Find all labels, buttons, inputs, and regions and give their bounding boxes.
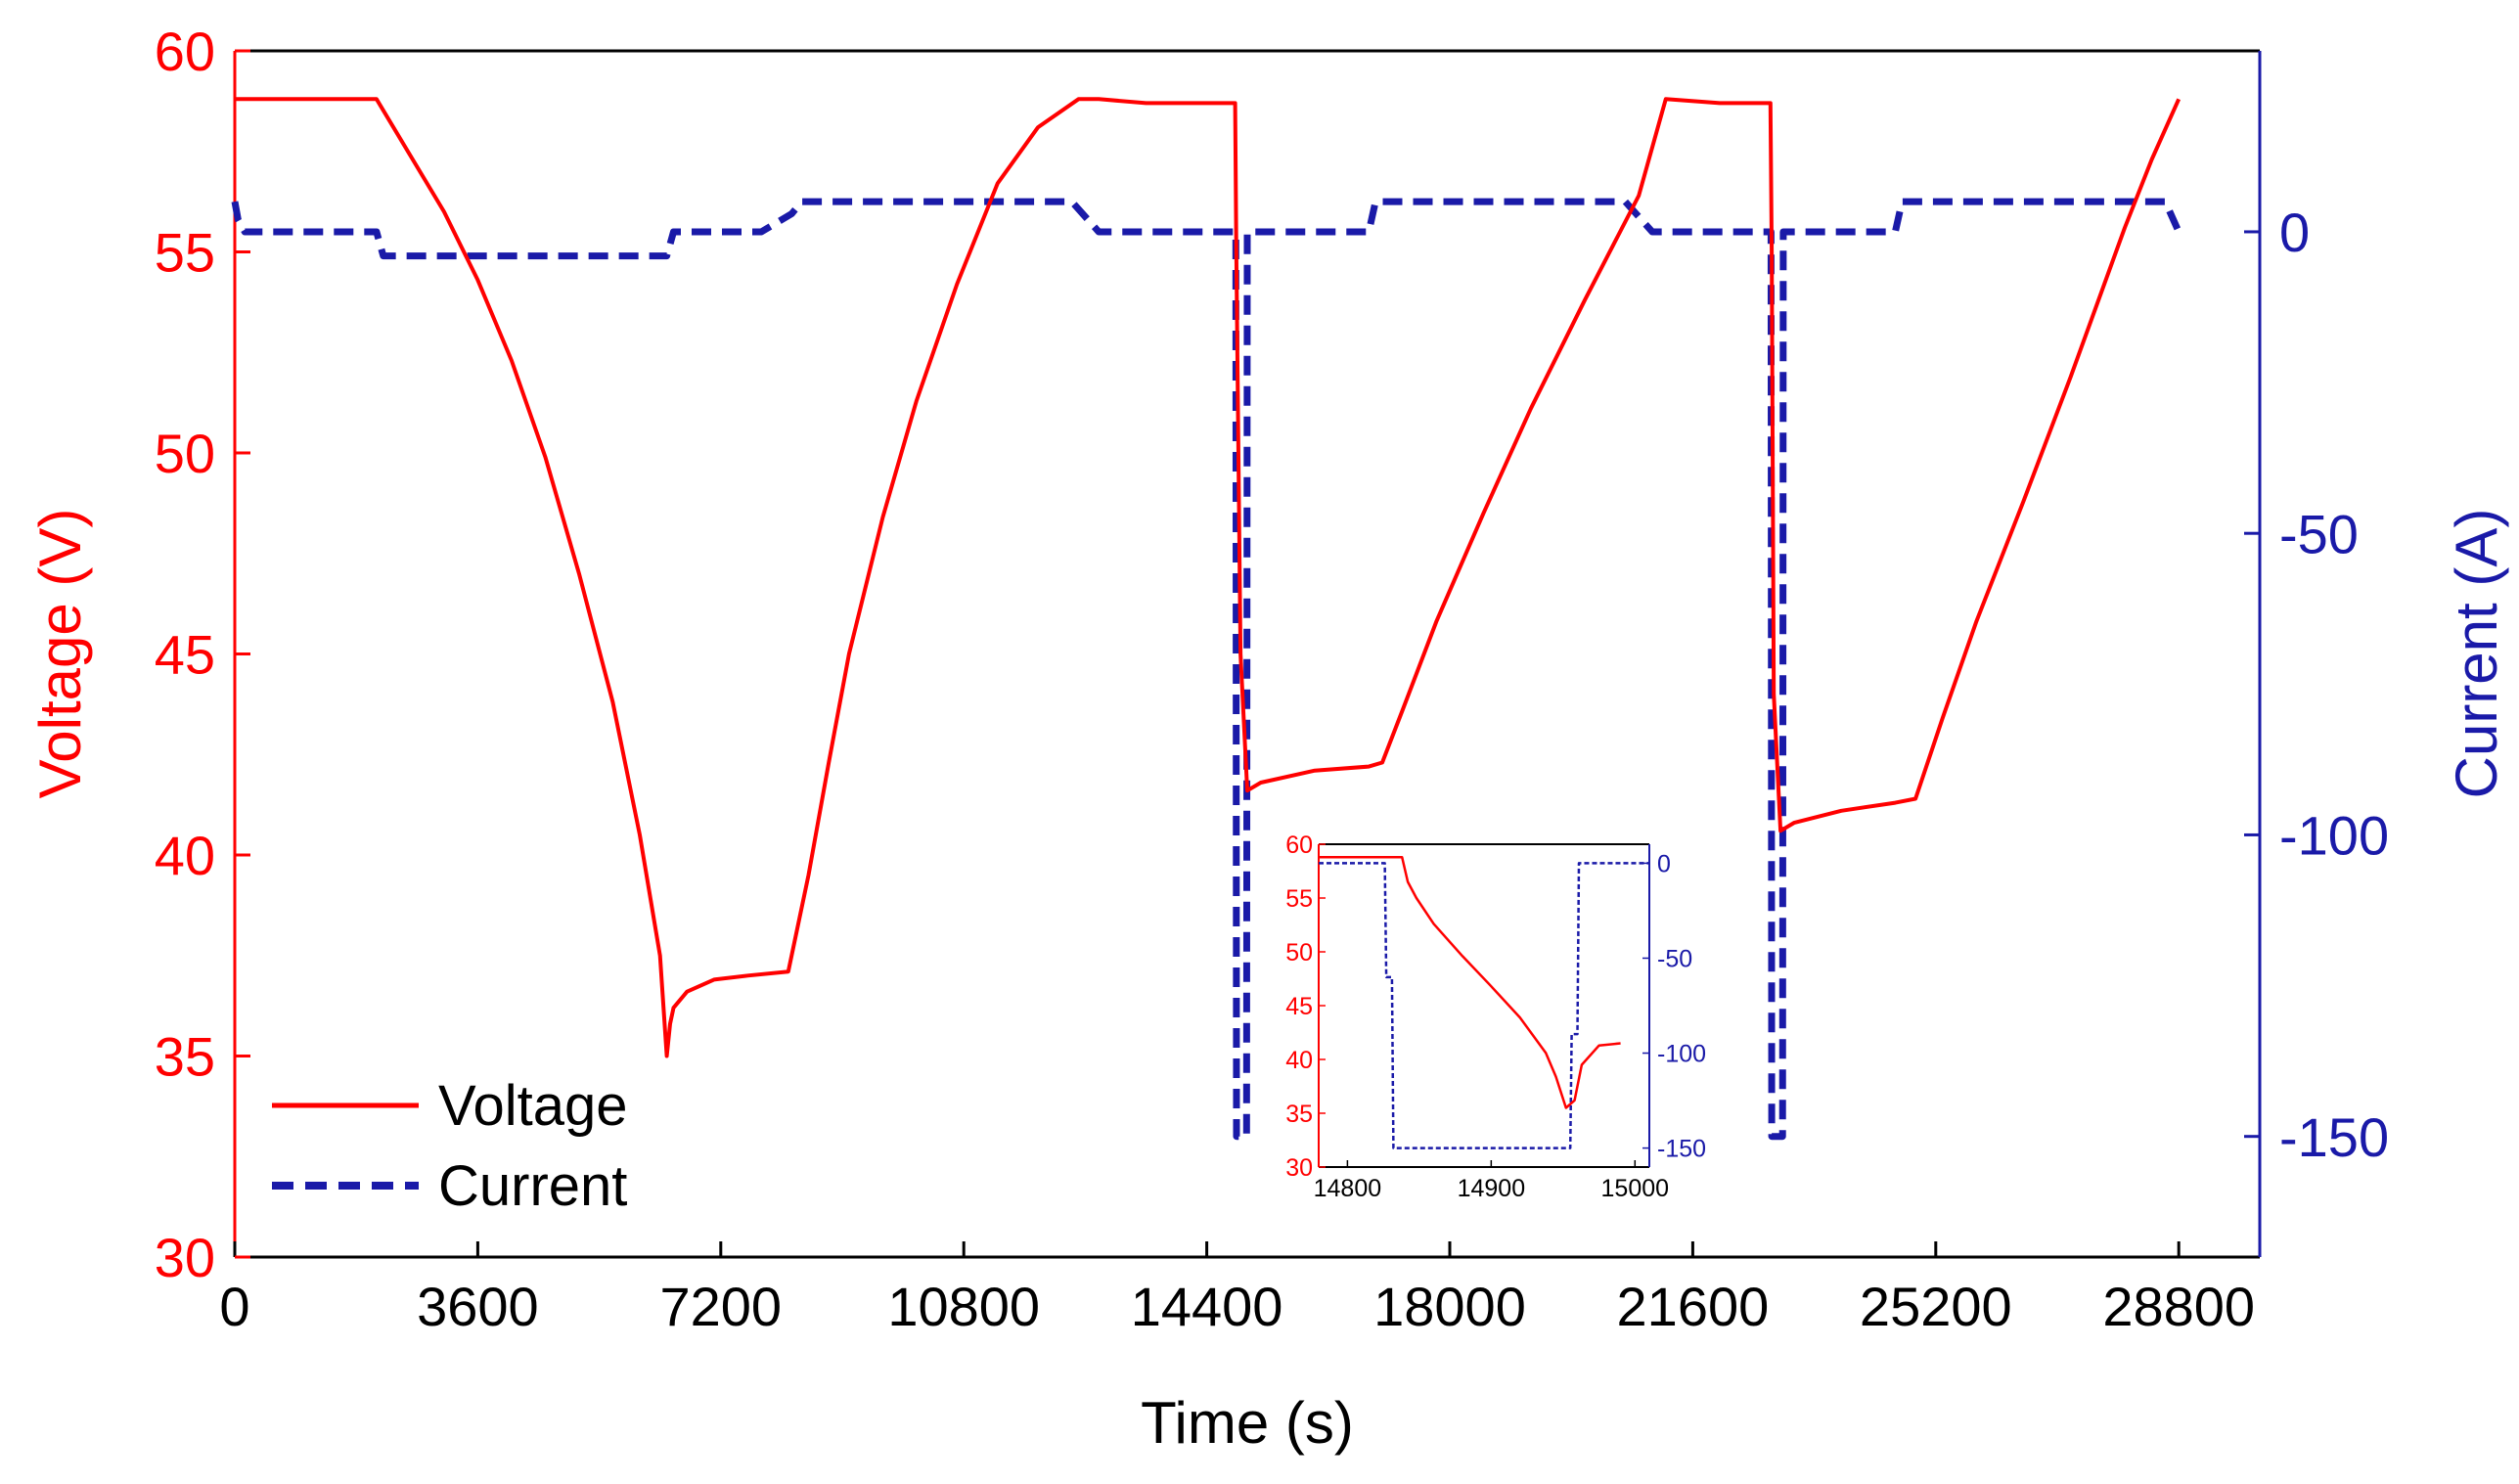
x-tick-label: 25200 [1860, 1276, 2012, 1337]
y-right-tick-label: -100 [2279, 805, 2389, 867]
y-left-tick-label: 45 [155, 624, 215, 686]
inset-y-right-tick-label: 0 [1657, 850, 1671, 877]
inset-y-right-tick-label: -50 [1657, 945, 1692, 972]
inset-x-tick-label: 14900 [1458, 1175, 1526, 1202]
inset-y-left-tick-label: 45 [1285, 993, 1313, 1020]
x-tick-label: 3600 [417, 1276, 539, 1337]
inset-y-left-tick-label: 40 [1285, 1047, 1313, 1074]
y-left-tick-label: 30 [155, 1227, 215, 1288]
inset-y-left-tick-label: 55 [1285, 885, 1313, 913]
inset-y-right-tick-label: -100 [1657, 1041, 1706, 1068]
inset-y-left-tick-label: 50 [1285, 939, 1313, 967]
legend: Voltage Current [272, 1074, 628, 1218]
y-axis-right-label: Current (A) [2444, 509, 2509, 799]
y-right-tick-label: -150 [2279, 1106, 2389, 1168]
inset-series [1319, 855, 1649, 1149]
y-right-tick-label: -50 [2279, 503, 2359, 564]
x-tick-label: 7200 [660, 1276, 783, 1337]
x-tick-label: 14400 [1131, 1276, 1283, 1337]
x-axis-label: Time (s) [1141, 1390, 1354, 1456]
legend-label-voltage: Voltage [438, 1074, 628, 1138]
y-axis-left-label: Voltage (V) [27, 509, 93, 799]
inset-y-left-tick-label: 30 [1285, 1154, 1313, 1182]
inset-ticks: 14800 14900 15000 30 35 40 45 50 55 60 -150 -100 -50… [1285, 832, 1706, 1202]
inset-background [1280, 844, 1649, 1159]
inset-x-tick-label: 14800 [1314, 1175, 1382, 1202]
inset-plot: 14800 14900 15000 30 35 40 45 50 55 60 -150 -100 -50… [1280, 832, 1706, 1202]
y-left-tick-label: 55 [155, 222, 215, 284]
y-left-tick-label: 60 [155, 21, 215, 82]
x-tick-label: 28800 [2102, 1276, 2255, 1337]
series-voltage-line [235, 97, 2182, 1058]
inset-x-tick-label: 15000 [1601, 1175, 1670, 1202]
inset-y-right-tick-label: -150 [1657, 1136, 1706, 1163]
y-left-tick-label: 35 [155, 1026, 215, 1088]
x-tick-label: 10800 [887, 1276, 1040, 1337]
x-tick-label: 0 [219, 1276, 249, 1337]
inset-series-current-line [1319, 862, 1649, 1149]
inset-y-left-tick-label: 60 [1285, 832, 1313, 859]
y-left-tick-label: 50 [155, 423, 215, 484]
y-left-tick-label: 40 [155, 825, 215, 886]
legend-label-current: Current [438, 1154, 627, 1218]
inset-y-left-tick-label: 35 [1285, 1101, 1313, 1128]
x-tick-label: 21600 [1617, 1276, 1770, 1337]
y-right-tick-label: 0 [2279, 202, 2310, 263]
main-series [231, 97, 2182, 1141]
main-ticks: 0 3600 7200 10800 14400 18000 21600 25200 28800 3… [155, 21, 2389, 1337]
x-tick-label: 18000 [1373, 1276, 1526, 1337]
inset-series-voltage-line [1319, 855, 1621, 1109]
series-current-line [231, 198, 2182, 1141]
